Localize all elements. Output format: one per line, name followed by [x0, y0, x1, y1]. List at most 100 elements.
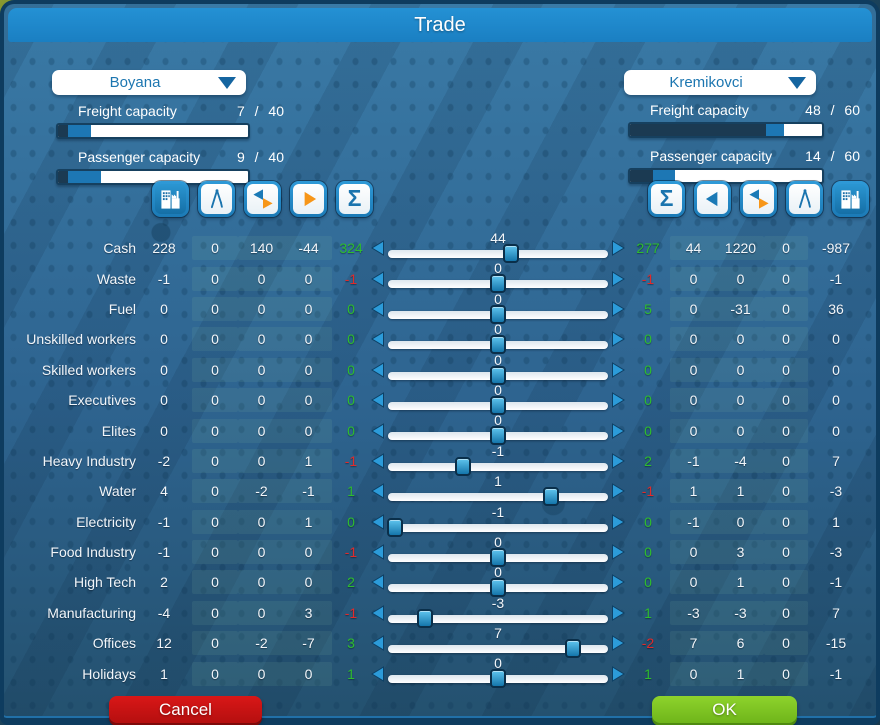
slider-track[interactable] — [388, 365, 608, 385]
slider-track[interactable] — [388, 426, 608, 446]
slider-increase-arrow[interactable] — [610, 513, 626, 530]
trade-slider[interactable]: 0 — [386, 352, 610, 385]
trade-slider[interactable]: 0 — [386, 412, 610, 446]
city-button[interactable] — [832, 181, 869, 217]
slider-increase-arrow[interactable] — [610, 635, 626, 652]
left-value-3: -2 — [255, 483, 268, 500]
slider-increase-arrow[interactable] — [610, 604, 626, 621]
slider-track[interactable] — [388, 639, 608, 659]
slider-increase-arrow[interactable] — [610, 301, 626, 317]
slider-handle[interactable] — [454, 456, 471, 476]
slider-decrease-arrow[interactable] — [370, 453, 386, 469]
trade-slider[interactable]: 1 — [386, 473, 610, 507]
trade-slider[interactable]: 0 — [386, 534, 610, 567]
slider-handle[interactable] — [490, 426, 506, 446]
slider-handle[interactable] — [386, 517, 403, 537]
ok-button[interactable]: OK — [652, 696, 797, 723]
slider-increase-arrow[interactable] — [610, 453, 626, 469]
slider-decrease-arrow[interactable] — [370, 392, 386, 409]
left-value-4: 0 — [304, 331, 313, 348]
arrow-right-button[interactable] — [290, 181, 327, 217]
trade-slider[interactable]: -3 — [386, 595, 610, 628]
slider-decrease-arrow[interactable] — [370, 270, 386, 287]
cancel-button[interactable]: Cancel — [109, 696, 262, 723]
slider-track[interactable] — [388, 244, 608, 263]
trade-slider[interactable]: -1 — [386, 504, 610, 537]
slider-increase-arrow[interactable] — [610, 270, 626, 287]
trade-slider[interactable]: 0 — [386, 260, 610, 294]
slider-increase-arrow[interactable] — [610, 331, 626, 348]
slider-track[interactable] — [388, 608, 608, 628]
slider-decrease-arrow[interactable] — [370, 361, 386, 378]
slider-handle[interactable] — [490, 547, 506, 567]
slider-increase-arrow[interactable] — [610, 544, 626, 560]
slider-increase-arrow[interactable] — [610, 422, 626, 439]
compass-button[interactable] — [786, 181, 823, 217]
slider-handle[interactable] — [490, 304, 506, 324]
left-station-dropdown[interactable]: Boyana — [52, 70, 246, 95]
slider-handle[interactable] — [542, 487, 559, 507]
trade-slider[interactable]: -1 — [386, 443, 610, 476]
slider-track[interactable] — [388, 456, 608, 476]
trade-slider[interactable]: 44 — [386, 230, 610, 263]
slider-track[interactable] — [388, 335, 608, 355]
right-station-dropdown[interactable]: Kremikovci — [624, 70, 816, 95]
trade-slider[interactable]: 0 — [386, 291, 610, 324]
slider-handle[interactable] — [490, 395, 506, 415]
slider-increase-arrow[interactable] — [610, 574, 626, 591]
slider-decrease-arrow[interactable] — [370, 331, 386, 348]
slider-decrease-arrow[interactable] — [370, 574, 386, 591]
slider-decrease-arrow[interactable] — [370, 544, 386, 560]
slider-decrease-arrow[interactable] — [370, 240, 386, 257]
trade-slider[interactable]: 0 — [386, 564, 610, 598]
slider-increase-arrow[interactable] — [610, 483, 626, 500]
sigma-button[interactable]: Σ — [336, 181, 373, 217]
right-passenger-value: 14 / 60 — [805, 148, 860, 164]
slider-decrease-arrow[interactable] — [370, 513, 386, 530]
right-total: 277 — [636, 240, 660, 257]
slider-decrease-arrow[interactable] — [370, 665, 386, 682]
slider-handle[interactable] — [490, 578, 506, 598]
slider-handle[interactable] — [490, 365, 506, 385]
slider-track[interactable] — [388, 487, 608, 507]
slider-handle[interactable] — [490, 274, 506, 294]
left-value-3: 0 — [257, 300, 266, 317]
slider-value: 0 — [494, 655, 502, 672]
slider-track[interactable] — [388, 578, 608, 598]
slider-increase-arrow[interactable] — [610, 361, 626, 378]
slider-increase-arrow[interactable] — [610, 665, 626, 682]
slider-decrease-arrow[interactable] — [370, 635, 386, 652]
slider-decrease-arrow[interactable] — [370, 301, 386, 317]
slider-increase-arrow[interactable] — [610, 392, 626, 409]
slider-handle[interactable] — [417, 608, 434, 628]
left-value-4: 0 — [304, 392, 313, 409]
slider-handle[interactable] — [490, 669, 506, 689]
resource-label: Electricity — [76, 513, 136, 530]
slider-decrease-arrow[interactable] — [370, 483, 386, 500]
trade-slider[interactable]: 0 — [386, 321, 610, 355]
trade-slider[interactable]: 0 — [386, 655, 610, 689]
sigma-button[interactable]: Σ — [648, 181, 685, 217]
slider-handle[interactable] — [503, 244, 520, 263]
slider-increase-arrow[interactable] — [610, 240, 626, 257]
trade-slider[interactable]: 7 — [386, 625, 610, 659]
right-value-2: 0 — [736, 270, 745, 287]
slider-decrease-arrow[interactable] — [370, 604, 386, 621]
compass-button[interactable] — [198, 181, 235, 217]
slider-track[interactable] — [388, 274, 608, 294]
slider-decrease-arrow[interactable] — [370, 422, 386, 439]
slider-track[interactable] — [388, 547, 608, 567]
slider-track[interactable] — [388, 395, 608, 415]
slider-handle[interactable] — [490, 335, 506, 355]
slider-track[interactable] — [388, 304, 608, 324]
slider-track[interactable] — [388, 669, 608, 689]
swap-arrows-button[interactable] — [244, 181, 281, 217]
swap-arrows-button[interactable] — [740, 181, 777, 217]
slider-handle[interactable] — [564, 639, 581, 659]
arrow-left-button[interactable] — [694, 181, 731, 217]
trade-slider[interactable]: 0 — [386, 382, 610, 415]
city-button[interactable] — [152, 181, 189, 217]
slider-track[interactable] — [386, 517, 608, 537]
